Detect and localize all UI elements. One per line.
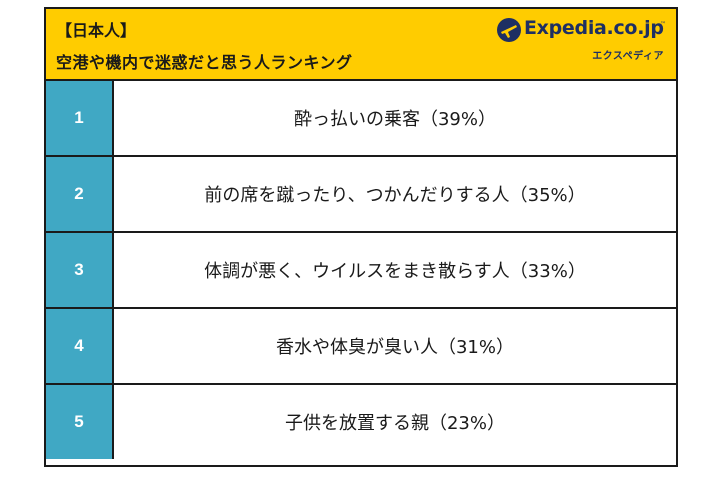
rank-number: 4 <box>46 309 114 383</box>
ranking-row: 4 香水や体臭が臭い人（31%） <box>46 309 676 385</box>
expedia-logo: Expedia.co.jp ™ エクスペディア <box>496 17 666 65</box>
ranking-text: 子供を放置する親（23%） <box>284 413 505 434</box>
rank-number: 1 <box>46 81 114 155</box>
ranking-row: 5 子供を放置する親（23%） <box>46 385 676 459</box>
ranking-text: 体調が悪く、ウイルスをまき散らす人（33%） <box>204 261 586 282</box>
ranking-text: 香水や体臭が臭い人（31%） <box>275 337 514 358</box>
ranking-card: 【日本人】 空港や機内で迷惑だと思う人ランキング Expedia.co.jp ™… <box>44 7 678 467</box>
ranking-row: 2 前の席を蹴ったり、つかんだりする人（35%） <box>46 157 676 233</box>
rank-number: 5 <box>46 385 114 459</box>
ranking-text: 酔っ払いの乗客（39%） <box>293 109 496 130</box>
rank-number: 3 <box>46 233 114 307</box>
logo-trademark: ™ <box>660 21 666 28</box>
plane-globe-icon <box>497 18 521 42</box>
logo-katakana: エクスペディア <box>592 51 664 62</box>
ranking-row: 1 酔っ払いの乗客（39%） <box>46 81 676 157</box>
ranking-list: 1 酔っ払いの乗客（39%） 2 前の席を蹴ったり、つかんだりする人（35%） … <box>46 81 676 459</box>
card-header: 【日本人】 空港や機内で迷惑だと思う人ランキング Expedia.co.jp ™… <box>46 9 676 81</box>
logo-brand-text: Expedia.co.jp <box>524 17 664 39</box>
card-title: 空港や機内で迷惑だと思う人ランキング <box>56 53 353 72</box>
ranking-row: 3 体調が悪く、ウイルスをまき散らす人（33%） <box>46 233 676 309</box>
ranking-text: 前の席を蹴ったり、つかんだりする人（35%） <box>204 185 586 206</box>
header-tag: 【日本人】 <box>56 21 137 40</box>
rank-number: 2 <box>46 157 114 231</box>
